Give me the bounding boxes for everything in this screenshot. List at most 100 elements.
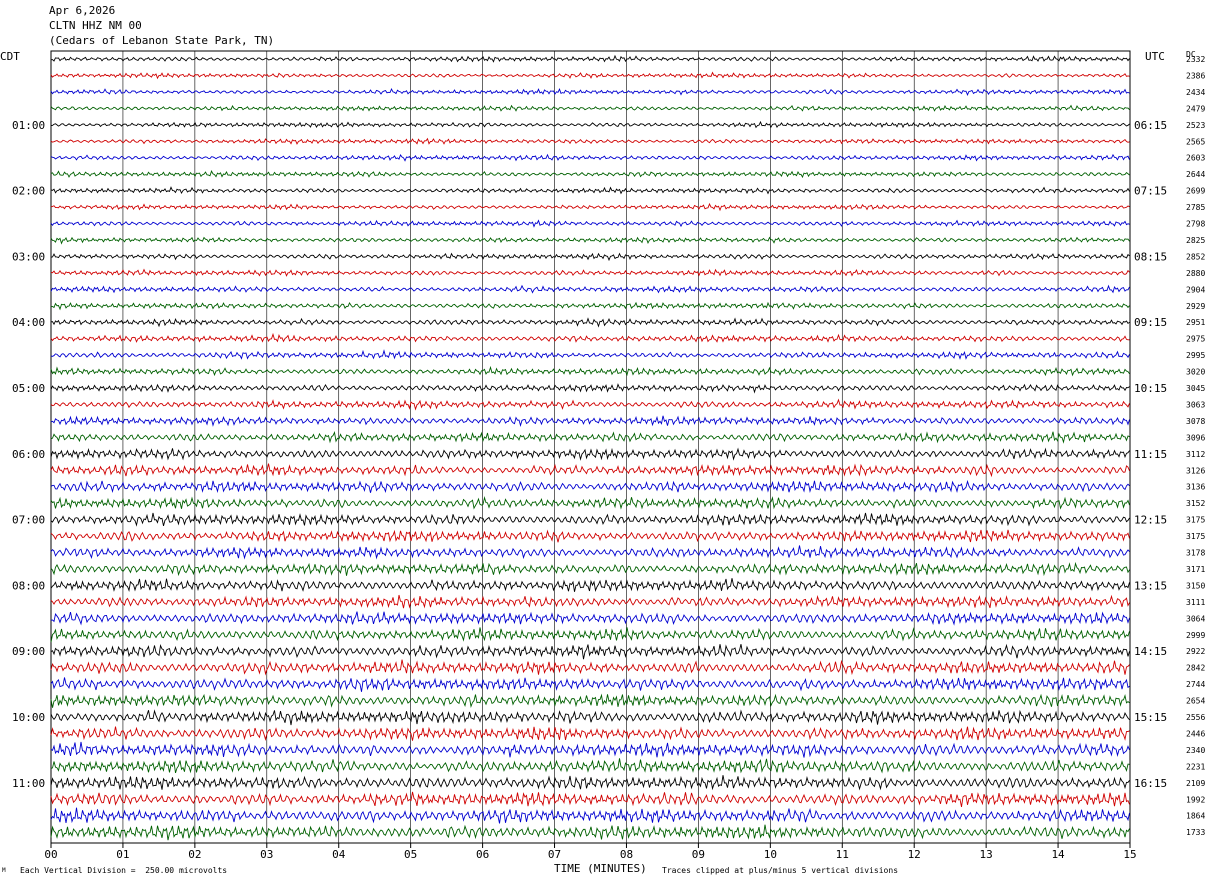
x-tick-label: 06 [476,848,489,861]
dc-offset-label: 1864 [1186,812,1205,821]
dc-offset-label: 2904 [1186,285,1205,294]
left-hour-label: 05:00 [12,382,45,395]
trace-line [50,170,1130,179]
trace-line [50,659,1130,676]
dc-offset-label: 2852 [1186,252,1205,261]
trace-line [50,120,1130,129]
trace-line [50,627,1130,643]
dc-offset-label: 3063 [1186,400,1205,409]
dc-offset-label: 2699 [1186,187,1205,196]
left-timezone-label: CDT [0,50,20,63]
trace-line [50,186,1130,195]
trace-line [50,137,1130,145]
dc-offset-label: 3175 [1186,516,1205,525]
right-hour-label: 09:15 [1134,316,1167,329]
dc-offset-label: 2785 [1186,203,1205,212]
right-hour-label: 16:15 [1134,777,1167,790]
dc-offset-label: 2556 [1186,713,1205,722]
left-hour-label: 03:00 [12,250,45,263]
trace-line [50,430,1130,444]
trace-line [50,726,1130,741]
trace-line [50,284,1130,294]
left-hour-label: 04:00 [12,316,45,329]
dc-offset-label: 2565 [1186,137,1205,146]
trace-line [50,88,1130,96]
dc-offset-label: 2340 [1186,746,1205,755]
trace-line [50,824,1130,841]
dc-offset-label: 3096 [1186,433,1205,442]
trace-line [50,447,1130,461]
right-hour-label: 10:15 [1134,382,1167,395]
dc-offset-label: 3078 [1186,417,1205,426]
trace-line [50,54,1130,63]
trace-line [50,301,1130,311]
trace-line [50,236,1130,245]
right-timezone-label: UTC [1145,50,1165,63]
dc-offset-label: 3171 [1186,565,1205,574]
right-hour-label: 08:15 [1134,250,1167,263]
x-tick-label: 02 [188,848,201,861]
dc-offset-label: 3136 [1186,483,1205,492]
left-hour-label: 11:00 [12,777,45,790]
x-tick-label: 01 [116,848,129,861]
trace-line [50,643,1130,660]
dc-offset-label: 2332 [1186,55,1205,64]
trace-line [50,709,1130,726]
dc-offset-label: 2842 [1186,664,1205,673]
dc-offset-label: 2999 [1186,631,1205,640]
dc-offset-label: 2880 [1186,269,1205,278]
trace-line [50,153,1130,162]
x-tick-label: 00 [44,848,57,861]
trace-line [50,463,1130,478]
trace-line [50,741,1130,758]
left-hour-label: 09:00 [12,645,45,658]
x-tick-label: 04 [332,848,346,861]
x-tick-label: 13 [980,848,993,861]
trace-line [50,758,1130,774]
dc-offset-label: 2929 [1186,302,1205,311]
dc-offset-label: 3112 [1186,450,1205,459]
dc-offset-label: 2951 [1186,318,1205,327]
trace-line [50,383,1130,394]
left-hour-label: 08:00 [12,579,45,592]
xaxis-title: TIME (MINUTES) [554,862,647,875]
dc-offset-label: 3152 [1186,499,1205,508]
dc-offset-label: 2654 [1186,697,1205,706]
trace-line [50,252,1130,262]
trace-line [50,415,1130,427]
x-tick-label: 12 [908,848,921,861]
dc-offset-label: 3175 [1186,532,1205,541]
dc-offset-label: 2798 [1186,220,1205,229]
left-hour-label: 10:00 [12,711,45,724]
trace-line [50,219,1130,228]
dc-offset-label: 1733 [1186,828,1205,837]
trace-line [50,791,1130,807]
trace-line [50,545,1130,560]
dc-offset-label: 2386 [1186,71,1205,80]
label-group: 00 01 02 03 04 05 06 07 08 09 10 11 12 13 14 15 2332 2386… [12,55,1205,861]
trace-line [50,479,1130,494]
dc-offset-label: 3111 [1186,598,1205,607]
dc-offset-label: 3045 [1186,384,1205,393]
scale-note: Each Vertical Division = 250.00 microvol… [20,866,228,875]
dc-offset-label: 2109 [1186,779,1205,788]
right-hour-label: 15:15 [1134,711,1167,724]
x-tick-label: 08 [620,848,633,861]
dc-label: DC [1186,50,1196,59]
dc-offset-label: 2231 [1186,762,1205,771]
trace-line [50,807,1130,824]
dc-offset-label: 3064 [1186,614,1205,623]
dc-offset-label: 1992 [1186,795,1205,804]
dc-offset-label: 2975 [1186,335,1205,344]
left-hour-label: 02:00 [12,185,45,198]
trace-line [50,578,1130,592]
header-location: (Cedars of Lebanon State Park, TN) [49,34,275,47]
trace-line [50,398,1130,411]
x-tick-label: 03 [260,848,273,861]
header-station: CLTN HHZ NM 00 [49,19,142,32]
dc-offset-label: 2434 [1186,88,1205,97]
trace-line [50,317,1130,328]
right-hour-label: 14:15 [1134,645,1167,658]
plot-frame [50,50,1131,844]
